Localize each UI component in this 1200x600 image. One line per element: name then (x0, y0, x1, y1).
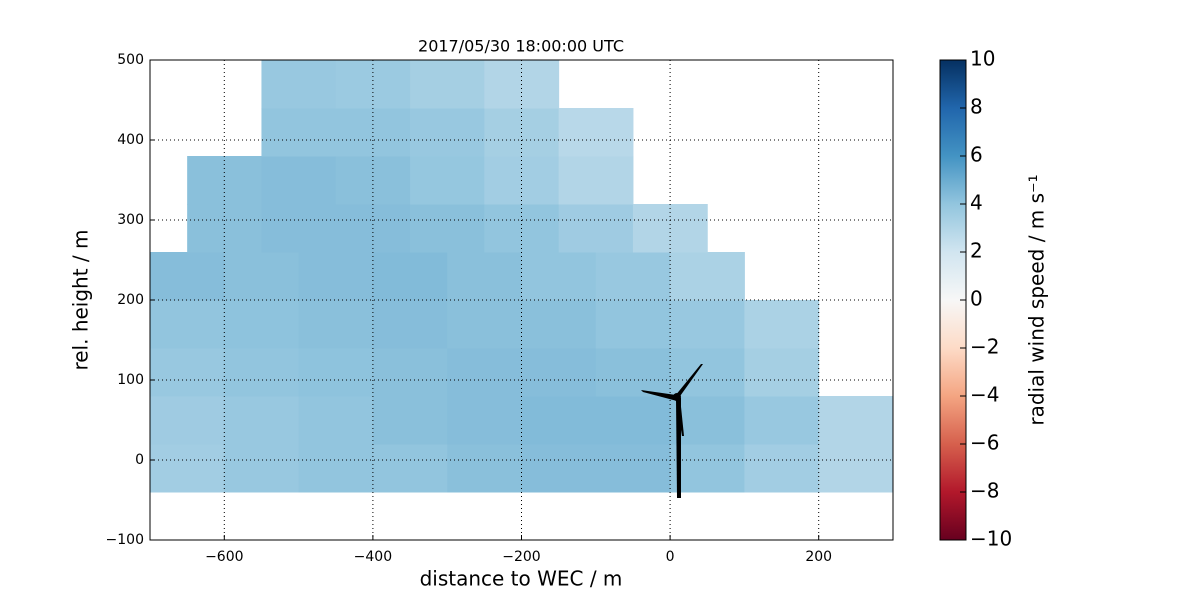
scatter-cell (558, 108, 634, 157)
scatter-cell (818, 396, 893, 445)
scatter-cell (595, 396, 671, 445)
scatter-cell (372, 444, 448, 493)
scatter-cell (670, 252, 745, 301)
scatter-cell (298, 348, 374, 397)
scatter-cell (595, 348, 671, 397)
scatter-cell (372, 252, 448, 301)
scatter-cell (818, 444, 893, 493)
colorbar-tick-label: 0 (970, 287, 983, 311)
scatter-cell (521, 396, 597, 445)
scatter-cell (372, 348, 448, 397)
colorbar-tick-label: −10 (970, 527, 1012, 551)
scatter-cell (224, 396, 300, 445)
scatter-cell (298, 396, 374, 445)
colorbar-tick-label: 6 (970, 143, 983, 167)
colorbar-tick-label: −4 (970, 383, 999, 407)
scatter-cell (744, 396, 820, 445)
turbine-icon (641, 364, 703, 498)
y-tick-label: 400 (117, 132, 144, 148)
x-tick-label: −600 (205, 549, 243, 565)
colorbar-tick-label: 8 (970, 95, 983, 119)
scatter-cell (298, 300, 374, 349)
scatter-cell (224, 444, 300, 493)
scatter-cell (447, 252, 522, 301)
scatter-cell (298, 444, 374, 493)
x-tick-label: −200 (502, 549, 540, 565)
scatter-cell (670, 396, 745, 445)
scatter-cell (150, 252, 225, 301)
scatter-cell (150, 300, 225, 349)
scatter-cell (261, 108, 337, 157)
scatter-cell (150, 444, 225, 493)
scatter-cell (447, 348, 522, 397)
colorbar-label: radial wind speed / m s⁻¹ (1025, 174, 1049, 425)
scatter-cell (558, 204, 634, 253)
scatter-cell (224, 252, 300, 301)
scatter-cell (670, 444, 745, 493)
colorbar-tick-label: −6 (970, 431, 999, 455)
scatter-cell (447, 300, 522, 349)
colorbar-tick-label: −2 (970, 335, 999, 359)
scatter-cell (744, 300, 820, 349)
scatter-cell (261, 204, 337, 253)
scatter-cell (372, 300, 448, 349)
scatter-cell (595, 300, 671, 349)
scatter-cell (410, 60, 485, 109)
scatter-cell (224, 300, 300, 349)
scatter-cell (224, 348, 300, 397)
x-axis-label: distance to WEC / m (420, 567, 623, 591)
colorbar-tick-label: 4 (970, 191, 983, 215)
scatter-cell (410, 108, 485, 157)
scatter-cell (261, 60, 337, 109)
scatter-cell (372, 396, 448, 445)
y-tick-label: 100 (117, 372, 144, 388)
colorbar-tick-label: 2 (970, 239, 983, 263)
y-tick-label: −100 (106, 532, 144, 548)
scatter-cell (595, 252, 671, 301)
scatter-cell (521, 252, 597, 301)
scatter-cell (447, 396, 522, 445)
scatter-cell (521, 348, 597, 397)
colorbar-tick-label: 10 (970, 47, 995, 71)
scatter-cell (744, 444, 820, 493)
scatter-cell (150, 348, 225, 397)
scatter-cell (521, 300, 597, 349)
scatter-cell (261, 156, 337, 205)
scatter-cell (298, 252, 374, 301)
scatter-cell (410, 156, 485, 205)
scatter-cell (410, 204, 485, 253)
x-tick-label: 0 (666, 549, 675, 565)
x-tick-label: 200 (805, 549, 832, 565)
y-axis-label: rel. height / m (69, 229, 93, 370)
y-tick-label: 300 (117, 212, 144, 228)
y-tick-label: 500 (117, 52, 144, 68)
scatter-cell (558, 156, 634, 205)
scatter-cell (670, 300, 745, 349)
colorbar-tick-label: −8 (970, 479, 999, 503)
y-tick-label: 0 (135, 452, 144, 468)
scatter-cell (150, 396, 225, 445)
plot-area (150, 60, 893, 493)
scatter-cell (521, 444, 597, 493)
scatter-cell (744, 348, 820, 397)
scatter-cell (447, 444, 522, 493)
chart-title: 2017/05/30 18:00:00 UTC (418, 37, 624, 56)
scatter-cell (595, 444, 671, 493)
x-tick-label: −400 (354, 549, 392, 565)
y-tick-label: 200 (117, 292, 144, 308)
